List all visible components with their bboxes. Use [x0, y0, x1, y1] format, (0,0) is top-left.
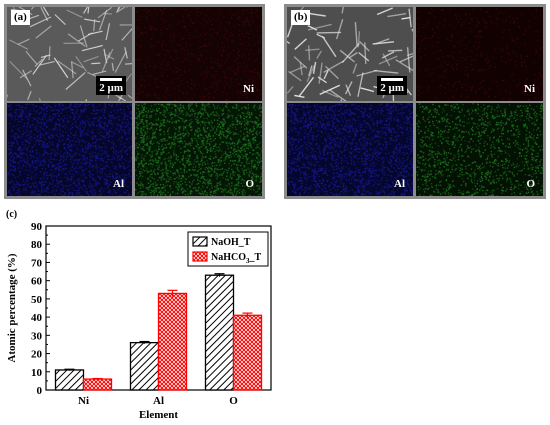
scale-bar-line [100, 78, 123, 81]
o-map-b: O [416, 103, 543, 196]
y-tick-label: 90 [31, 221, 43, 233]
al-map-texture [7, 103, 132, 196]
legend-label: NaHCO3_T [211, 252, 262, 265]
al-map-texture [287, 103, 413, 196]
bar-o-series-2 [232, 314, 263, 391]
scale-bar-label: 2 µm [380, 82, 404, 94]
y-tick-label: 40 [31, 312, 43, 324]
al-label-b: Al [394, 178, 405, 190]
y-tick-label: 80 [31, 239, 43, 251]
y-tick-label: 30 [31, 330, 43, 342]
panel-letter-c: (c) [6, 209, 18, 220]
y-tick-label: 20 [31, 349, 43, 361]
al-map-a: Al [7, 103, 132, 196]
scale-bar-a: 2 µm [96, 76, 126, 95]
legend-swatch [192, 236, 208, 247]
y-tick-label: 10 [31, 367, 43, 379]
o-label-a: O [245, 178, 254, 190]
eds-panel-a: (a) 2 µm Ni Al O [4, 4, 265, 199]
x-tick-label: O [229, 395, 238, 407]
y-tick-label: 60 [31, 276, 43, 288]
ni-label-b: Ni [524, 83, 535, 95]
o-label-b: O [526, 178, 535, 190]
al-label-a: Al [113, 178, 124, 190]
ni-label-a: Ni [243, 83, 254, 95]
sem-image-b: (b) 2 µm [287, 7, 413, 101]
x-tick-label: Ni [78, 395, 89, 407]
bar-ni-series-2 [82, 378, 113, 391]
scale-bar-label: 2 µm [99, 82, 123, 94]
o-map-a: O [135, 103, 262, 196]
y-tick-label: 50 [31, 294, 43, 306]
o-map-texture [416, 103, 543, 196]
panel-letter-a: (a) [11, 10, 30, 25]
ni-map-b: Ni [416, 7, 543, 101]
ni-map-texture [135, 7, 262, 101]
y-axis-label: Atomic percentage (%) [6, 253, 18, 362]
y-tick-label: 0 [37, 385, 43, 397]
x-axis-label: Element [139, 409, 178, 421]
y-tick-label: 70 [31, 257, 43, 269]
scale-bar-b: 2 µm [377, 76, 407, 95]
al-map-b: Al [287, 103, 413, 196]
ni-map-a: Ni [135, 7, 262, 101]
legend-swatch [192, 251, 208, 262]
eds-panel-b: (b) 2 µm Ni Al O [284, 4, 546, 199]
scale-bar-line [381, 78, 404, 81]
o-map-texture [135, 103, 262, 196]
bar-al-series-2 [157, 292, 188, 391]
ni-map-texture [416, 7, 543, 101]
atomic-percentage-bar-chart: 0 10 20 30 40 50 60 70 80 90 Atomic percentage (%)… [6, 221, 272, 421]
bar-ni-series-1 [54, 369, 85, 391]
legend-label: NaOH_T [211, 237, 251, 248]
bar-o-series-1 [204, 274, 235, 391]
panel-letter-b: (b) [291, 10, 311, 25]
x-tick-label: Al [153, 395, 164, 407]
bar-al-series-1 [129, 341, 160, 391]
sem-image-a: (a) 2 µm [7, 7, 132, 101]
